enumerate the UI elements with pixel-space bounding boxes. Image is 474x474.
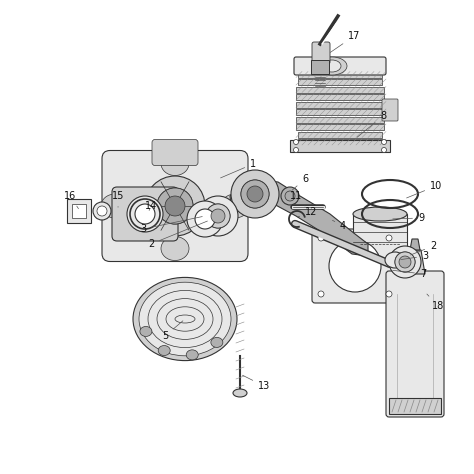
Ellipse shape (293, 139, 299, 145)
FancyBboxPatch shape (298, 72, 382, 78)
Ellipse shape (382, 139, 386, 145)
Ellipse shape (135, 204, 155, 224)
Text: 7: 7 (393, 269, 426, 279)
Text: 13: 13 (243, 375, 270, 391)
Polygon shape (410, 239, 420, 250)
Ellipse shape (195, 209, 215, 229)
FancyBboxPatch shape (312, 42, 330, 64)
FancyBboxPatch shape (386, 271, 444, 417)
Ellipse shape (161, 152, 189, 175)
Ellipse shape (161, 237, 189, 261)
Ellipse shape (353, 207, 407, 221)
Ellipse shape (386, 291, 392, 297)
Ellipse shape (187, 201, 223, 237)
Text: 4: 4 (332, 220, 346, 231)
Ellipse shape (211, 209, 225, 223)
Text: 8: 8 (357, 111, 386, 137)
Ellipse shape (166, 307, 204, 331)
FancyBboxPatch shape (294, 57, 386, 75)
Text: 1: 1 (220, 159, 256, 178)
Ellipse shape (148, 291, 222, 347)
Text: 9: 9 (393, 213, 424, 223)
Ellipse shape (133, 277, 237, 361)
Text: 12: 12 (298, 207, 318, 217)
Ellipse shape (318, 235, 324, 241)
Ellipse shape (206, 204, 230, 228)
Text: 10: 10 (407, 181, 442, 198)
Text: 18: 18 (427, 294, 444, 311)
Ellipse shape (157, 188, 193, 224)
FancyBboxPatch shape (290, 140, 390, 152)
Ellipse shape (97, 206, 107, 216)
Ellipse shape (139, 282, 231, 356)
FancyBboxPatch shape (298, 79, 382, 85)
Text: 6: 6 (292, 174, 308, 190)
FancyBboxPatch shape (296, 109, 384, 115)
FancyBboxPatch shape (382, 99, 398, 121)
Polygon shape (230, 179, 368, 256)
Ellipse shape (157, 188, 193, 224)
FancyBboxPatch shape (353, 214, 407, 260)
Ellipse shape (175, 315, 195, 323)
Text: 2: 2 (148, 221, 208, 249)
FancyBboxPatch shape (67, 199, 91, 223)
Ellipse shape (231, 170, 279, 218)
Ellipse shape (186, 350, 198, 360)
FancyBboxPatch shape (296, 117, 384, 122)
Ellipse shape (247, 186, 263, 202)
Ellipse shape (241, 180, 269, 208)
Polygon shape (405, 250, 425, 274)
Text: 14: 14 (145, 201, 157, 211)
Text: 15: 15 (112, 191, 124, 207)
Ellipse shape (385, 252, 405, 268)
FancyBboxPatch shape (152, 139, 198, 165)
Ellipse shape (127, 196, 163, 232)
Ellipse shape (145, 176, 205, 236)
Ellipse shape (285, 191, 295, 201)
Ellipse shape (382, 147, 386, 153)
Ellipse shape (241, 180, 269, 208)
FancyBboxPatch shape (296, 86, 384, 92)
Ellipse shape (318, 291, 324, 297)
Ellipse shape (389, 246, 421, 278)
Ellipse shape (101, 194, 129, 218)
Text: 16: 16 (64, 191, 79, 209)
Text: 11: 11 (290, 191, 305, 206)
FancyBboxPatch shape (296, 94, 384, 100)
Ellipse shape (206, 204, 230, 228)
FancyBboxPatch shape (389, 398, 441, 414)
Ellipse shape (395, 252, 415, 272)
Ellipse shape (386, 235, 392, 241)
Ellipse shape (233, 389, 247, 397)
Text: 3: 3 (401, 251, 428, 261)
Ellipse shape (93, 202, 111, 220)
FancyBboxPatch shape (296, 101, 384, 108)
Text: 17: 17 (330, 31, 360, 53)
Ellipse shape (317, 57, 347, 75)
Ellipse shape (293, 147, 299, 153)
FancyBboxPatch shape (298, 139, 382, 145)
FancyBboxPatch shape (72, 204, 86, 218)
Text: 2: 2 (410, 241, 436, 255)
Ellipse shape (158, 346, 170, 356)
Ellipse shape (165, 196, 185, 216)
FancyBboxPatch shape (311, 60, 329, 74)
FancyBboxPatch shape (298, 131, 382, 137)
Text: 5: 5 (162, 321, 183, 341)
Ellipse shape (140, 327, 152, 337)
Ellipse shape (395, 252, 415, 272)
Ellipse shape (399, 256, 411, 268)
Ellipse shape (221, 194, 249, 218)
Ellipse shape (211, 337, 223, 347)
Ellipse shape (281, 187, 299, 205)
FancyBboxPatch shape (312, 229, 398, 303)
FancyBboxPatch shape (112, 187, 178, 241)
Ellipse shape (329, 240, 381, 292)
Ellipse shape (157, 299, 213, 339)
Text: 3: 3 (140, 217, 202, 234)
FancyBboxPatch shape (102, 151, 248, 262)
FancyBboxPatch shape (296, 124, 384, 130)
Ellipse shape (323, 60, 341, 72)
Ellipse shape (198, 196, 238, 236)
